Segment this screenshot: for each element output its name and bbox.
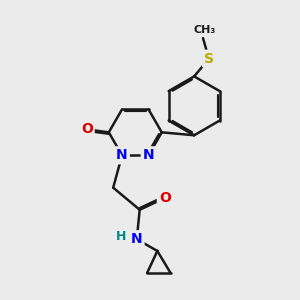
- Text: H: H: [116, 230, 127, 243]
- Text: N: N: [116, 148, 128, 162]
- Text: S: S: [204, 52, 214, 66]
- Text: N: N: [131, 232, 142, 246]
- Text: N: N: [143, 148, 154, 162]
- Text: O: O: [81, 122, 93, 136]
- Text: CH₃: CH₃: [193, 25, 216, 35]
- Text: O: O: [159, 191, 171, 205]
